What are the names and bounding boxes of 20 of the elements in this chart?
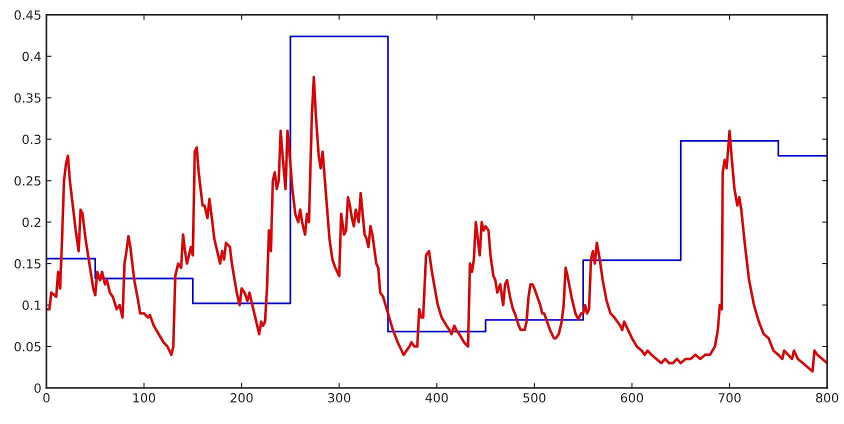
x-tick-label: 700 bbox=[718, 393, 741, 402]
y-tick-label: 0.4 bbox=[22, 52, 41, 62]
x-tick-label: 800 bbox=[816, 393, 838, 402]
y-tick-label: 0.2 bbox=[22, 218, 40, 228]
x-tick-label: 600 bbox=[620, 393, 644, 402]
x-tick-label: 500 bbox=[523, 393, 546, 402]
y-tick-label: 0.45 bbox=[14, 10, 40, 20]
y-tick-label: 0.3 bbox=[22, 134, 41, 144]
x-tick-label: 100 bbox=[133, 393, 156, 402]
y-tick-label: 0.05 bbox=[14, 342, 40, 352]
y-tick-label: 0 bbox=[34, 383, 41, 393]
line-series bbox=[46, 76, 828, 373]
y-tick-label: 0.35 bbox=[14, 93, 40, 103]
x-tick-label: 400 bbox=[425, 393, 448, 402]
y-tick-label: 0.15 bbox=[14, 259, 40, 269]
y-tick-label: 0.1 bbox=[22, 300, 40, 310]
x-tick-label: 0 bbox=[43, 393, 50, 402]
x-tick-label: 200 bbox=[230, 393, 253, 402]
y-tick-label: 0.25 bbox=[14, 176, 40, 186]
x-tick-label: 300 bbox=[328, 393, 350, 402]
